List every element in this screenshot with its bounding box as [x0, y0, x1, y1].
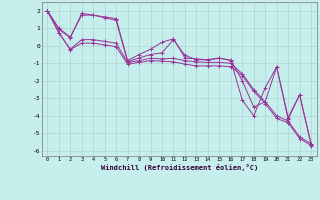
X-axis label: Windchill (Refroidissement éolien,°C): Windchill (Refroidissement éolien,°C) — [100, 164, 258, 171]
